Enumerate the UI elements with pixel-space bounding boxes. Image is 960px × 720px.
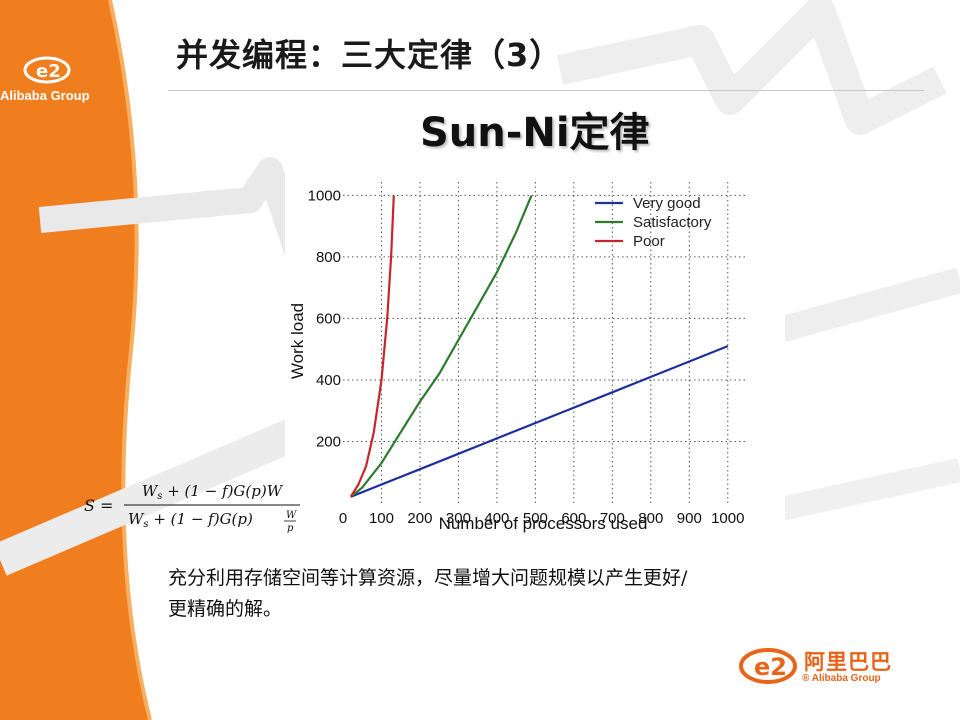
x-tick-label: 700	[600, 510, 625, 527]
body-line: 充分利用存储空间等计算资源，尽量增大问题规模以产生更好/	[168, 567, 688, 589]
x-tick-label: 400	[484, 510, 509, 527]
y-tick-label: 200	[316, 433, 341, 450]
body-line: 更精确的解。	[168, 598, 283, 620]
slide-subtitle: Sun-Ni定律	[420, 110, 650, 156]
x-tick-label: 900	[677, 510, 702, 527]
x-tick-label: 200	[407, 510, 432, 527]
x-tick-label: 300	[446, 510, 471, 527]
svg-text:W: W	[286, 510, 297, 521]
y-tick-label: 800	[316, 249, 341, 266]
y-tick-label: 1000	[308, 187, 341, 204]
speedup-formula: S = Ws + (1 − f)G(p)W Ws + (1 − f)G(p) W…	[84, 482, 300, 534]
formula-numerator: Ws + (1 − f)G(p)W	[142, 482, 284, 502]
x-tick-label: 0	[339, 510, 347, 527]
legend-label: Satisfactory	[633, 214, 712, 231]
x-tick-label: 100	[369, 510, 394, 527]
legend-label: Poor	[633, 233, 665, 250]
x-axis-label: Number of processors used	[439, 514, 648, 533]
series-line-satisfactory	[350, 194, 533, 498]
formula-denominator: Ws + (1 − f)G(p)	[128, 510, 253, 530]
x-tick-label: 800	[638, 510, 663, 527]
y-tick-label: 600	[316, 310, 341, 327]
svg-text:e2: e2	[754, 653, 787, 681]
chart-legend: Very good Satisfactory Poor	[595, 195, 712, 250]
series-line-very-good	[350, 345, 729, 498]
svg-text:S =: S =	[84, 496, 113, 515]
chart-ticks: 0 100 200 300 400 500 600 700 800 900 1000 200 400 60…	[308, 187, 745, 527]
logo-top-text: Alibaba Group	[0, 88, 90, 103]
y-tick-label: 400	[316, 372, 341, 389]
svg-text:e2: e2	[36, 61, 61, 82]
title-divider	[168, 90, 924, 91]
svg-text:p: p	[287, 523, 294, 534]
workload-chart: 0 100 200 300 400 500 600 700 800 900 1000 200 400 60…	[285, 158, 785, 534]
series-line-poor	[349, 195, 395, 498]
x-tick-label: 600	[561, 510, 586, 527]
alibaba-smile-icon: e2	[23, 56, 71, 84]
logo-bottom-cn: 阿里巴巴	[804, 650, 892, 674]
x-tick-label: 1000	[711, 510, 744, 527]
body-text: 充分利用存储空间等计算资源，尽量增大问题规模以产生更好/ 更精确的解。	[168, 563, 858, 625]
legend-label: Very good	[633, 195, 701, 212]
slide-title: 并发编程：三大定律（3）	[176, 36, 563, 74]
logo-bottom-en: ® Alibaba Group	[802, 673, 881, 684]
x-tick-label: 500	[523, 510, 548, 527]
chart-lines	[349, 194, 729, 498]
alibaba-smile-icon: e2	[739, 648, 797, 684]
y-axis-label: Work load	[288, 303, 307, 379]
alibaba-logo-bottom: e2 阿里巴巴 ® Alibaba Group	[738, 644, 898, 690]
alibaba-logo-top: e2 Alibaba Group	[0, 54, 110, 104]
